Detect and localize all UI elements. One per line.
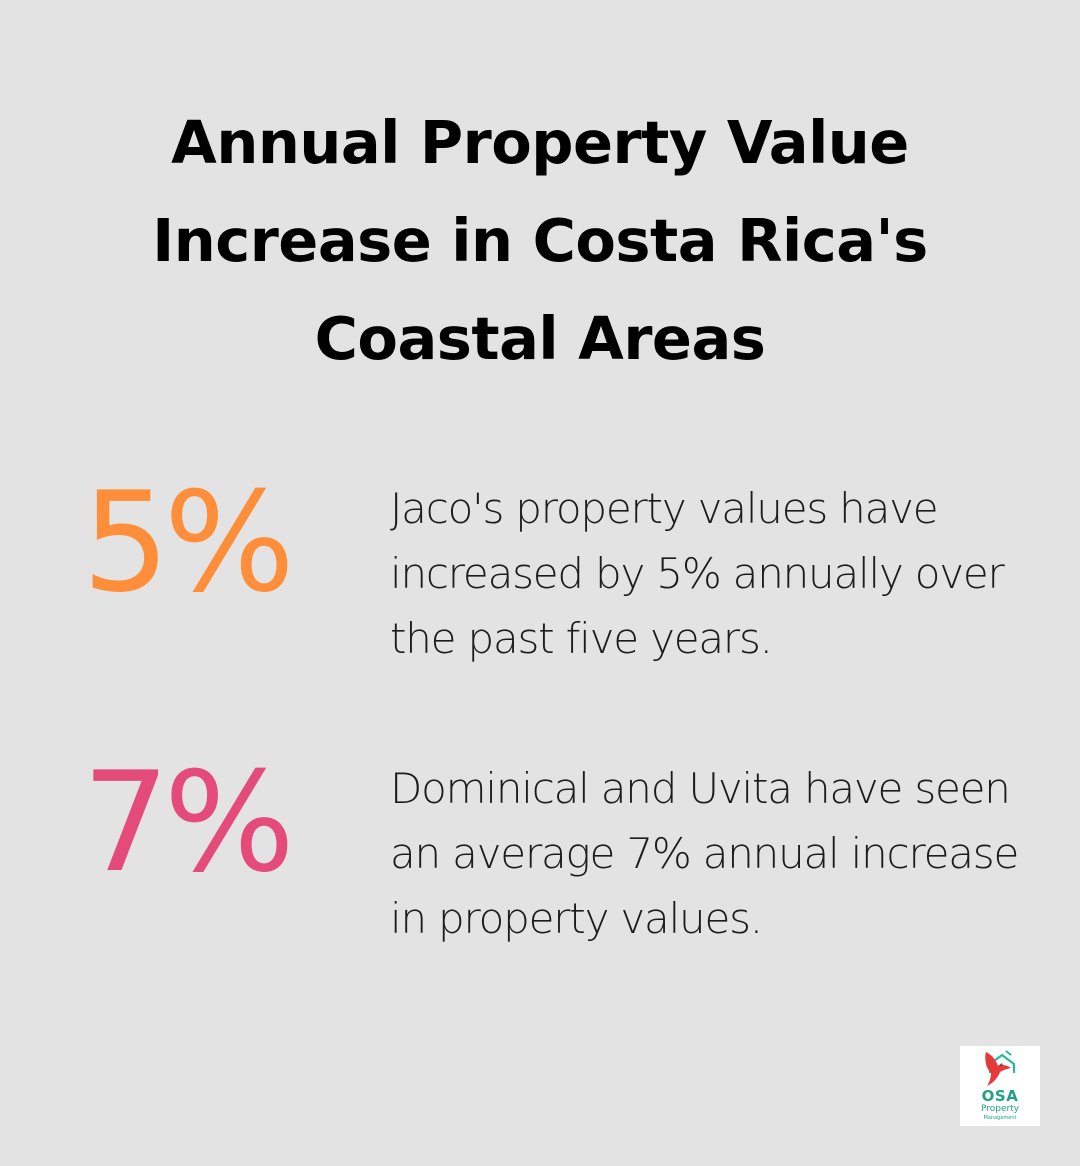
page-title: Annual Property Value Increase in Costa … [152,108,928,373]
logo-name: OSA [981,1087,1019,1105]
bird-over-house-icon [985,1050,1016,1086]
company-logo: OSA Property Management [960,1046,1040,1126]
stat-description: Jaco's property values have increased by… [390,484,1005,663]
logo-subtitle-small: Management [983,1115,1017,1121]
stat-value: 5% [82,462,295,623]
stat-block-dominical-uvita: 7% Dominical and Uvita have seen an aver… [0,748,1080,968]
stat-block-jaco: 5% Jaco's property values have increased… [0,468,1080,688]
stat-value: 7% [82,742,295,903]
logo-subtitle: Property [980,1104,1020,1114]
stat-description: Dominical and Uvita have seen an average… [390,764,1019,943]
